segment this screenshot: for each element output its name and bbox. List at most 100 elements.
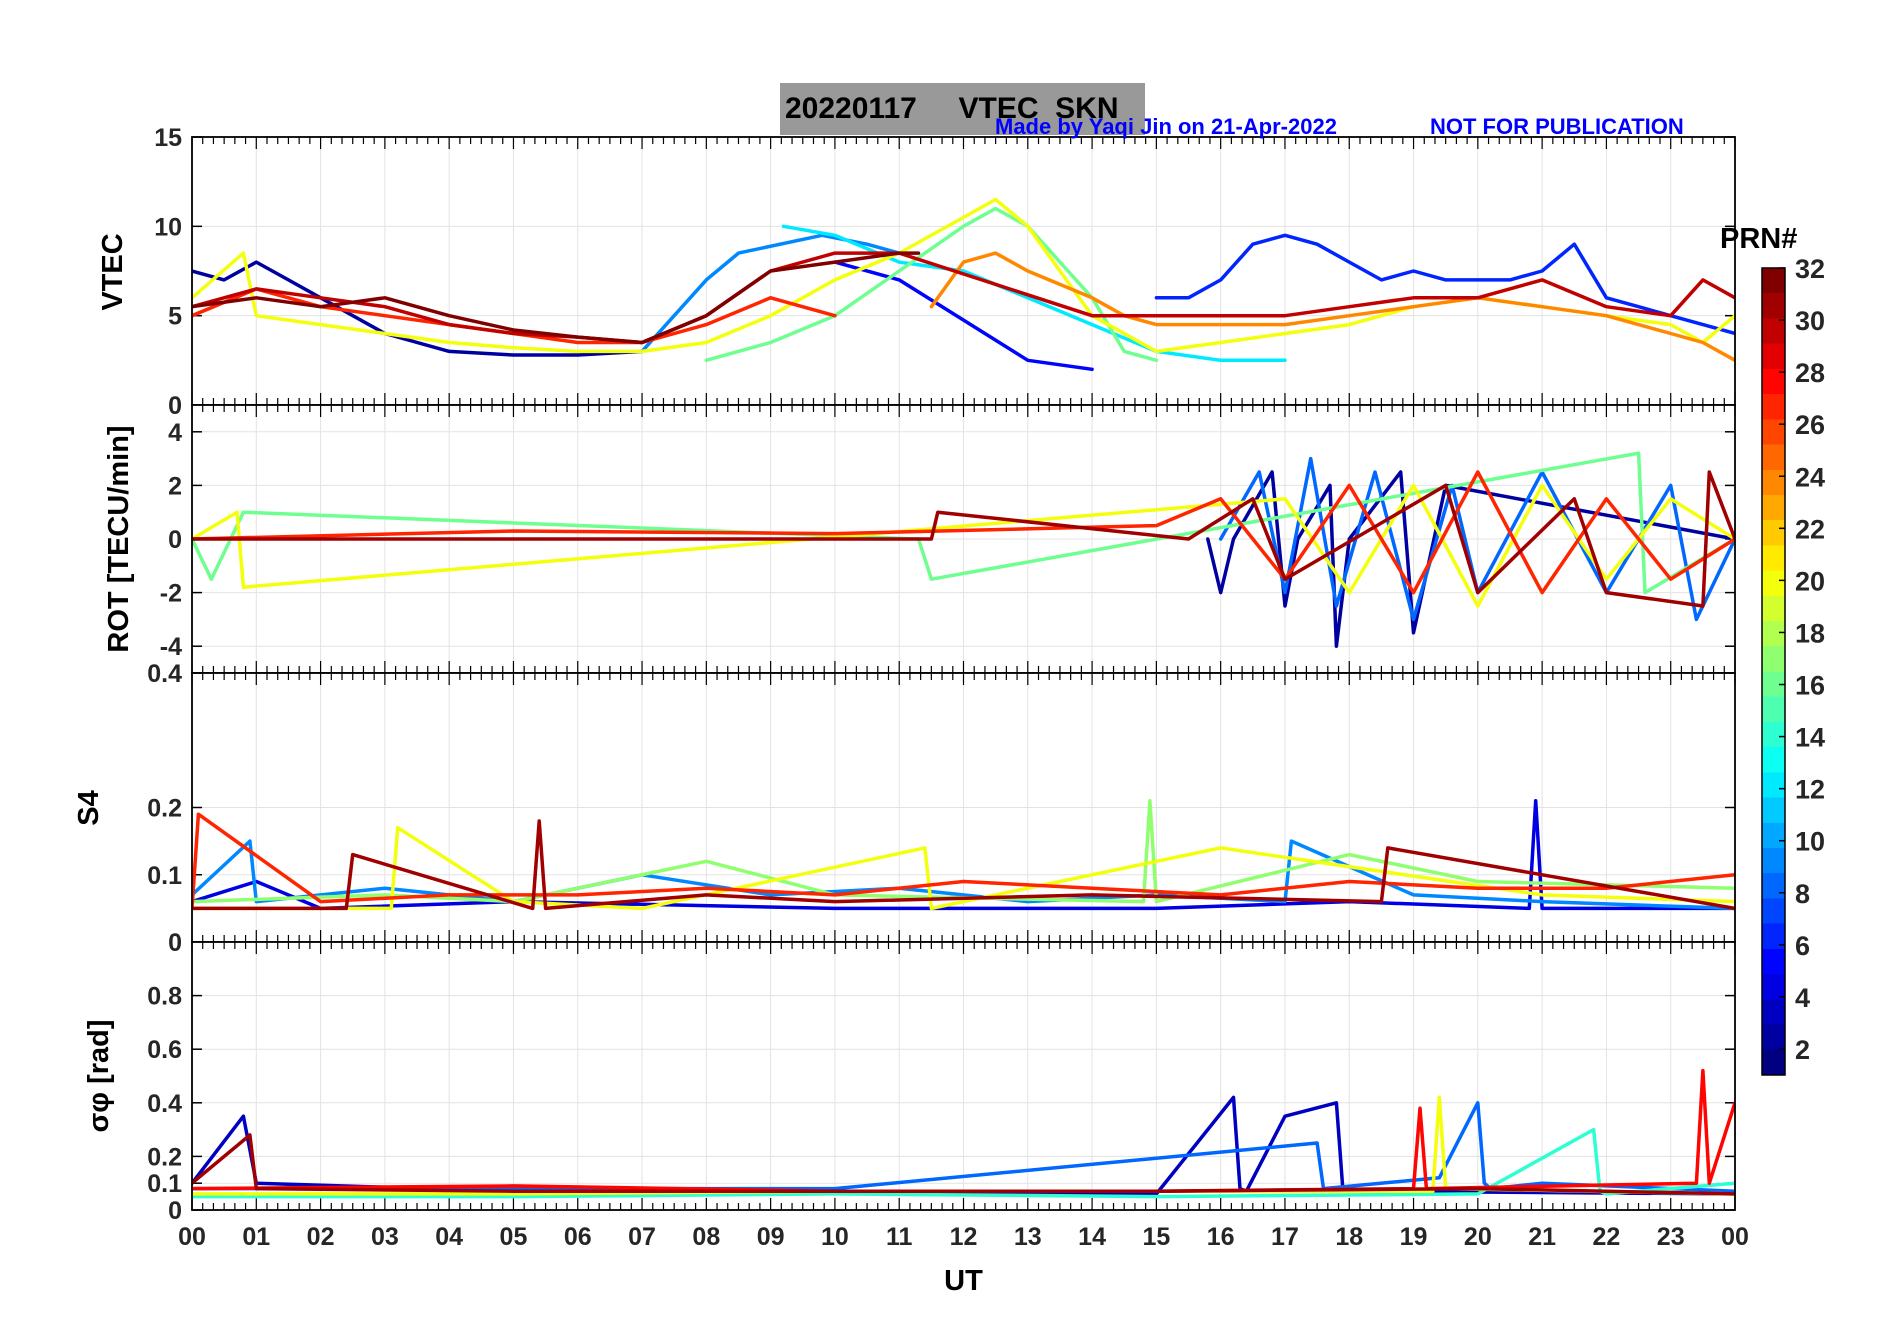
ytick-label: 0.1 [147, 1170, 182, 1198]
colorbar-tick-label: 24 [1795, 462, 1825, 492]
series-prn-31 [192, 470, 1735, 608]
series-prn-20 [192, 483, 1735, 608]
series-prn-16 [192, 451, 1735, 595]
ytick-label: 15 [154, 124, 182, 152]
plot-frame [191, 941, 1736, 1211]
ytick-label: -4 [160, 633, 182, 661]
xtick-label: 12 [950, 1223, 978, 1251]
ytick-label: 0 [168, 1197, 182, 1225]
xtick-label: 02 [307, 1223, 335, 1251]
xtick-label: 13 [1014, 1223, 1042, 1251]
xtick-label: 00 [1721, 1223, 1749, 1251]
colorbar-tick-label: 16 [1795, 671, 1825, 701]
ytick-label: 0.6 [147, 1036, 182, 1064]
colorbar-bar [1761, 267, 1786, 1076]
series-group [192, 197, 1735, 372]
series-prn-27 [192, 470, 1735, 595]
xtick-label: 23 [1657, 1223, 1685, 1251]
xlabel: UT [944, 1265, 983, 1297]
chart-title: 20220117 VTEC SKN [785, 92, 1119, 125]
ytick-label: 0.4 [147, 660, 182, 688]
xtick-label: 22 [1593, 1223, 1621, 1251]
series-prn-2 [1206, 470, 1735, 648]
series-group [192, 1068, 1735, 1199]
colorbar-tick-label: 14 [1795, 723, 1825, 753]
panel-rot: -4 -2 0 2 4 ROT [TECU/min] [103, 404, 1736, 674]
ytick-label: 0.4 [147, 1090, 182, 1118]
panel-vtec: 0 5 10 15 VTEC [97, 124, 1736, 420]
xtick-label: 19 [1400, 1223, 1428, 1251]
notice-text: NOT FOR PUBLICATION [1430, 114, 1684, 139]
series-prn-31 [192, 1133, 1735, 1196]
colorbar-tick-label: 30 [1795, 306, 1825, 336]
xtick-label: 11 [886, 1223, 913, 1251]
xtick-label: 15 [1142, 1223, 1170, 1251]
xtick-label: 10 [821, 1223, 849, 1251]
colorbar-tick-label: 2 [1795, 1035, 1810, 1065]
xtick-label: 00 [178, 1223, 206, 1251]
panel-sigma_phi: 00.10.2 0.4 0.6 0.8 σφ [rad] [83, 941, 1736, 1225]
ytick-label: 5 [168, 303, 182, 331]
ylabel-vtec: VTEC [97, 233, 129, 310]
ylabel-rot: ROT [TECU/min] [103, 425, 135, 652]
xtick-label: 04 [435, 1223, 463, 1251]
colorbar-tick-label: 12 [1795, 775, 1825, 805]
xtick-label: 03 [371, 1223, 399, 1251]
series-prn-24 [929, 251, 1735, 363]
xtick-label: 20 [1464, 1223, 1492, 1251]
xtick-label: 16 [1207, 1223, 1235, 1251]
colorbar-tick-label: 32 [1795, 254, 1825, 284]
colorbar-tick-label: 28 [1795, 358, 1825, 388]
ytick-label: 0 [168, 929, 182, 957]
ytick-label: 10 [154, 213, 182, 241]
series-prn-28 [192, 1068, 1735, 1193]
colorbar-tick-label: 6 [1795, 931, 1810, 961]
ytick-label: 2 [168, 472, 182, 500]
xtick-label: 18 [1335, 1223, 1363, 1251]
colorbar-tick-label: 4 [1795, 983, 1810, 1013]
colorbar-tick-label: 10 [1795, 827, 1825, 857]
xtick-label: 06 [564, 1223, 592, 1251]
ytick-label: 0.2 [147, 1143, 182, 1171]
colorbar-label: PRN# [1720, 223, 1797, 255]
xtick-label: 14 [1078, 1223, 1106, 1251]
ytick-label: 0 [168, 526, 182, 554]
series-prn-9 [640, 233, 901, 354]
series-prn-27 [192, 812, 1735, 911]
ylabel-s4: S4 [73, 790, 105, 825]
series-prn-5 [833, 260, 1094, 372]
xtick-label: 09 [757, 1223, 785, 1251]
colorbar-tick-label: 26 [1795, 410, 1825, 440]
series-prn-31 [192, 819, 1735, 911]
credit-text: Made by Yaqi Jin on 21-Apr-2022 [995, 114, 1337, 139]
ytick-label: -2 [160, 580, 182, 608]
series-prn-3 [192, 1095, 1735, 1196]
xtick-label: 05 [500, 1223, 528, 1251]
ytick-label: 4 [168, 419, 182, 447]
ylabel-sigma_phi: σφ [rad] [83, 1019, 115, 1132]
xtick-label: 21 [1528, 1223, 1556, 1251]
colorbar-tick-label: 8 [1795, 879, 1810, 909]
colorbar-tick-label: 22 [1795, 514, 1825, 544]
panel-s4: 0 0.1 0.2 0.4 S4 [73, 660, 1736, 957]
series-prn-30 [192, 251, 1735, 345]
xtick-label: 01 [242, 1223, 270, 1251]
xtick-label: 08 [692, 1223, 720, 1251]
ytick-label: 0.8 [147, 983, 182, 1011]
series-prn-32 [192, 251, 921, 345]
colorbar-tick-label: 18 [1795, 618, 1825, 648]
ytick-label: 0 [168, 392, 182, 420]
series-prn-12 [781, 224, 1287, 363]
xtick-label: 07 [628, 1223, 656, 1251]
xtick-label: 17 [1271, 1223, 1299, 1251]
series-group [192, 799, 1735, 911]
ytick-label: 0.1 [147, 862, 182, 890]
series-group [192, 451, 1735, 648]
title-box [780, 83, 1145, 135]
ytick-label: 0.2 [147, 795, 182, 823]
colorbar-tick-label: 20 [1795, 566, 1825, 596]
series-prn-6 [1154, 233, 1735, 336]
